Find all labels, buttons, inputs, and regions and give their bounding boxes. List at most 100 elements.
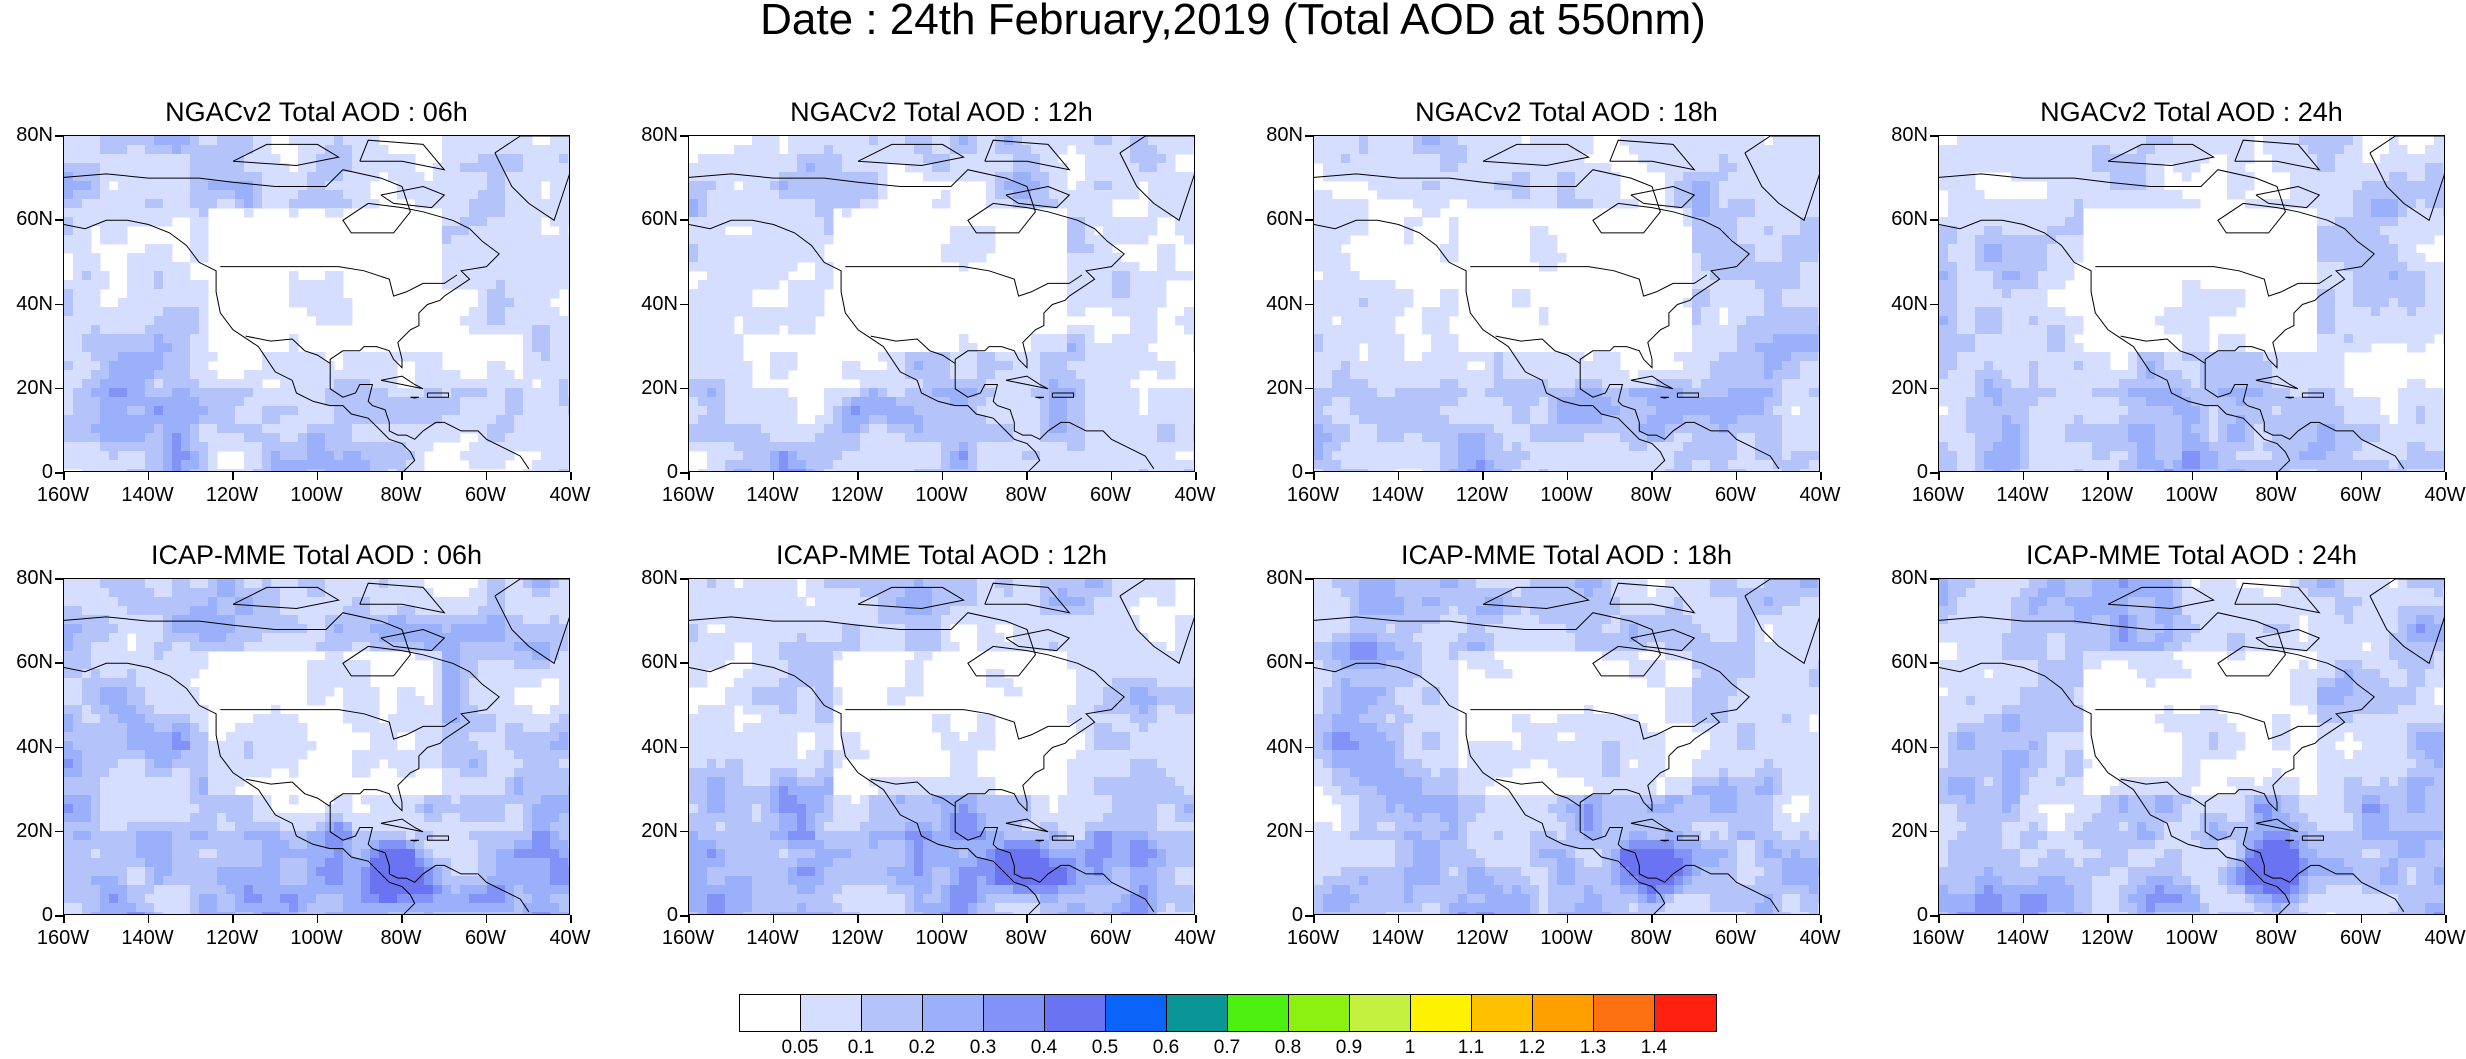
- map-plot: [1938, 578, 2445, 915]
- longitude-label: 100W: [2157, 928, 2227, 948]
- colorbar-swatch: [923, 995, 984, 1031]
- colorbar-swatch: [984, 995, 1045, 1031]
- latitude-label: 60N: [1247, 652, 1303, 672]
- latitude-tick: [680, 747, 688, 749]
- longitude-tick: [1398, 472, 1400, 480]
- latitude-label: 80N: [622, 125, 678, 145]
- latitude-label: 60N: [622, 652, 678, 672]
- longitude-label: 100W: [282, 928, 352, 948]
- colorbar-swatch: [1350, 995, 1411, 1031]
- colorbar-swatch: [1411, 995, 1472, 1031]
- longitude-label: 120W: [822, 485, 892, 505]
- panel-title: ICAP-MME Total AOD : 18h: [1313, 540, 1820, 571]
- colorbar-swatch: [1289, 995, 1350, 1031]
- aod-field: [64, 136, 570, 472]
- longitude-label: 60W: [1076, 928, 1146, 948]
- longitude-tick: [773, 472, 775, 480]
- longitude-label: 140W: [1363, 485, 1433, 505]
- latitude-tick: [55, 219, 63, 221]
- longitude-label: 60W: [1076, 485, 1146, 505]
- panel-title: NGACv2 Total AOD : 24h: [1938, 97, 2445, 128]
- longitude-label: 80W: [991, 485, 1061, 505]
- latitude-tick: [55, 388, 63, 390]
- longitude-label: 40W: [1785, 485, 1855, 505]
- latitude-label: 20N: [1872, 821, 1928, 841]
- longitude-tick: [2023, 472, 2025, 480]
- map-plot: [1313, 578, 1820, 915]
- longitude-tick: [1820, 915, 1822, 923]
- longitude-tick: [148, 472, 150, 480]
- longitude-label: 100W: [907, 485, 977, 505]
- colorbar-swatch: [1167, 995, 1228, 1031]
- longitude-label: 160W: [653, 485, 723, 505]
- latitude-label: 40N: [1247, 294, 1303, 314]
- latitude-label: 80N: [622, 568, 678, 588]
- latitude-label: 60N: [622, 209, 678, 229]
- latitude-tick: [1305, 135, 1313, 137]
- longitude-label: 100W: [1532, 928, 1602, 948]
- latitude-tick: [1305, 388, 1313, 390]
- longitude-tick: [63, 915, 65, 923]
- longitude-label: 100W: [2157, 485, 2227, 505]
- longitude-tick: [1313, 915, 1315, 923]
- longitude-tick: [2361, 915, 2363, 923]
- longitude-tick: [773, 915, 775, 923]
- latitude-tick: [1930, 219, 1938, 221]
- panel-title: ICAP-MME Total AOD : 06h: [63, 540, 570, 571]
- aod-field: [1314, 579, 1820, 915]
- longitude-tick: [148, 915, 150, 923]
- longitude-label: 80W: [1616, 485, 1686, 505]
- longitude-tick: [401, 915, 403, 923]
- longitude-tick: [1313, 472, 1315, 480]
- latitude-tick: [55, 135, 63, 137]
- longitude-tick: [1820, 472, 1822, 480]
- latitude-tick: [1930, 472, 1938, 474]
- latitude-label: 40N: [622, 737, 678, 757]
- latitude-tick: [1305, 472, 1313, 474]
- longitude-tick: [570, 915, 572, 923]
- latitude-tick: [1930, 578, 1938, 580]
- latitude-tick: [680, 219, 688, 221]
- longitude-label: 60W: [451, 485, 521, 505]
- longitude-label: 140W: [1988, 928, 2058, 948]
- latitude-label: 0: [622, 905, 678, 925]
- latitude-label: 20N: [1872, 378, 1928, 398]
- longitude-tick: [1567, 472, 1569, 480]
- latitude-label: 40N: [1872, 294, 1928, 314]
- colorbar-swatch: [1533, 995, 1594, 1031]
- latitude-label: 80N: [0, 125, 53, 145]
- longitude-tick: [1195, 915, 1197, 923]
- longitude-tick: [2192, 915, 2194, 923]
- latitude-label: 60N: [0, 652, 53, 672]
- longitude-tick: [2276, 472, 2278, 480]
- longitude-label: 40W: [2410, 485, 2466, 505]
- longitude-label: 140W: [738, 928, 808, 948]
- longitude-label: 60W: [2326, 485, 2396, 505]
- colorbar-swatch: [1594, 995, 1655, 1031]
- aod-field: [1939, 136, 2445, 472]
- longitude-tick: [857, 915, 859, 923]
- colorbar-swatch: [740, 995, 801, 1031]
- map-plot: [1313, 135, 1820, 472]
- longitude-tick: [942, 472, 944, 480]
- map-plot: [688, 578, 1195, 915]
- longitude-label: 160W: [1903, 485, 1973, 505]
- longitude-label: 160W: [28, 928, 98, 948]
- latitude-label: 0: [1247, 905, 1303, 925]
- colorbar-swatch: [801, 995, 862, 1031]
- longitude-tick: [2361, 472, 2363, 480]
- longitude-label: 120W: [2072, 485, 2142, 505]
- longitude-label: 120W: [197, 485, 267, 505]
- latitude-tick: [1930, 915, 1938, 917]
- longitude-label: 160W: [1278, 928, 1348, 948]
- longitude-label: 100W: [907, 928, 977, 948]
- map-plot: [688, 135, 1195, 472]
- longitude-tick: [570, 472, 572, 480]
- longitude-tick: [486, 472, 488, 480]
- latitude-label: 80N: [1872, 125, 1928, 145]
- latitude-label: 80N: [1872, 568, 1928, 588]
- panel-title: ICAP-MME Total AOD : 24h: [1938, 540, 2445, 571]
- latitude-label: 40N: [1247, 737, 1303, 757]
- longitude-label: 80W: [2241, 928, 2311, 948]
- longitude-tick: [1651, 915, 1653, 923]
